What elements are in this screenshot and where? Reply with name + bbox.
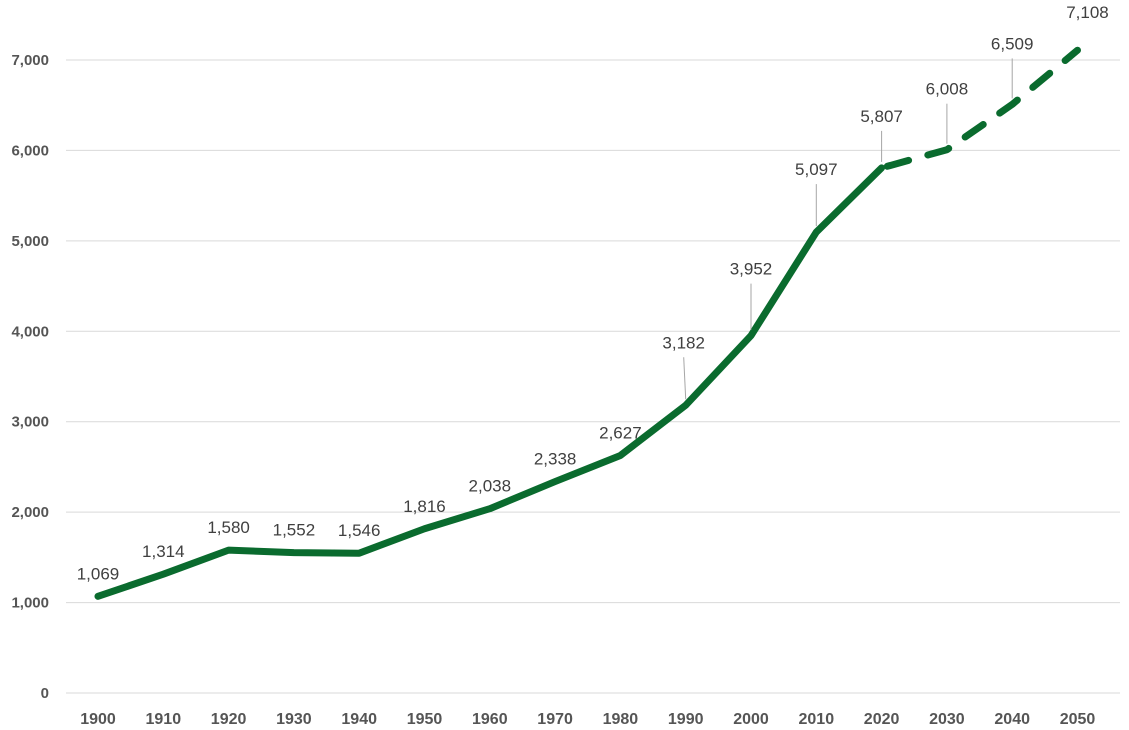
y-axis-ticks: 0 1,000 2,000 3,000 4,000 5,000 6,000 7,000	[11, 52, 49, 702]
data-label: 1,552	[273, 521, 316, 540]
data-label: 2,627	[599, 423, 642, 442]
y-tick-label: 5,000	[11, 233, 49, 250]
data-label: 5,807	[860, 107, 903, 126]
data-label: 7,108	[1066, 3, 1109, 22]
x-tick-label: 2050	[1060, 711, 1096, 728]
x-tick-label: 1940	[341, 711, 377, 728]
x-tick-label: 2020	[864, 711, 900, 728]
y-tick-label: 0	[41, 685, 49, 702]
x-tick-label: 1920	[211, 711, 247, 728]
data-label: 2,338	[534, 450, 577, 469]
gridlines	[66, 59, 1120, 694]
label-leaders	[683, 58, 1013, 400]
y-tick-label: 1,000	[11, 595, 49, 612]
x-tick-label: 1930	[276, 711, 312, 728]
data-label: 1,314	[142, 542, 185, 561]
data-label: 3,952	[730, 260, 773, 279]
y-tick-label: 3,000	[11, 414, 49, 431]
data-label: 3,182	[662, 333, 705, 352]
data-label: 6,509	[991, 34, 1034, 53]
data-label: 1,069	[77, 564, 120, 583]
data-labels: 1,069 1,314 1,580 1,552 1,546 1,816 2,038 2,338…	[77, 3, 1109, 583]
x-tick-label: 1900	[80, 711, 116, 728]
x-axis-ticks: 1900 1910 1920 1930 1940 1950 1960 1970 1980 1990…	[80, 711, 1095, 728]
x-tick-label: 1960	[472, 711, 508, 728]
x-tick-label: 1910	[146, 711, 182, 728]
x-tick-label: 2030	[929, 711, 965, 728]
data-label: 5,097	[795, 160, 838, 179]
data-label: 1,580	[207, 518, 250, 537]
x-tick-label: 1980	[603, 711, 639, 728]
x-tick-label: 2040	[994, 711, 1030, 728]
y-tick-label: 6,000	[11, 142, 49, 159]
y-tick-label: 7,000	[11, 52, 49, 69]
y-tick-label: 2,000	[11, 504, 49, 521]
data-label: 1,816	[403, 497, 446, 516]
data-label: 1,546	[338, 521, 381, 540]
data-label: 2,038	[469, 477, 512, 496]
label-leader-line	[683, 357, 687, 400]
x-tick-label: 1950	[407, 711, 443, 728]
series-lines	[94, 46, 1081, 600]
series-line-projected	[878, 46, 1081, 172]
series-line-actual	[94, 164, 886, 600]
data-label: 6,008	[926, 80, 969, 99]
y-tick-label: 4,000	[11, 323, 49, 340]
x-tick-label: 2000	[733, 711, 769, 728]
x-tick-label: 1970	[537, 711, 573, 728]
x-tick-label: 2010	[799, 711, 835, 728]
x-tick-label: 1990	[668, 711, 704, 728]
